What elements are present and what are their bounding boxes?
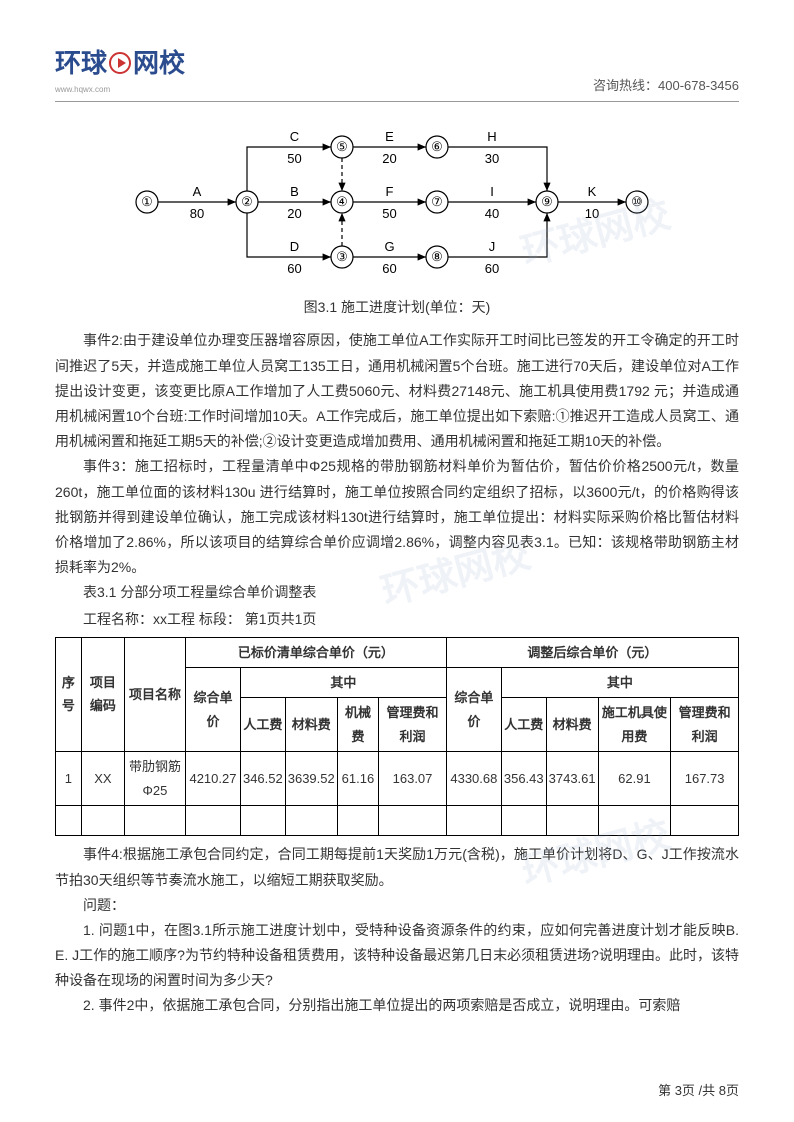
th-b-rg: 人工费 bbox=[501, 698, 546, 752]
question-1: 1. 问题1中，在图3.1所示施工进度计划中，受特种设备资源条件的约束，应如何完… bbox=[55, 918, 739, 994]
th-name: 项目名称 bbox=[124, 637, 185, 752]
table-cell: 3639.52 bbox=[285, 752, 337, 806]
table-cell: 4330.68 bbox=[446, 752, 501, 806]
hotline: 咨询热线：400-678-3456 bbox=[593, 74, 739, 97]
play-icon bbox=[109, 52, 131, 74]
diagram-caption: 图3.1 施工进度计划(单位：天) bbox=[55, 295, 739, 320]
th-code: 项目编码 bbox=[81, 637, 124, 752]
question-label: 问题： bbox=[55, 893, 739, 918]
th-b-gl: 管理费和利润 bbox=[671, 698, 739, 752]
table-cell: 带肋钢筋Φ25 bbox=[124, 752, 185, 806]
th-b-sub: 其中 bbox=[501, 668, 738, 698]
svg-text:E: E bbox=[385, 129, 394, 144]
svg-text:④: ④ bbox=[336, 194, 348, 209]
th-a-gl: 管理费和利润 bbox=[379, 698, 447, 752]
event4-text: 事件4:根据施工承包合同约定，合同工期每提前1天奖励1万元(含税)，施工单价计划… bbox=[55, 842, 739, 892]
event2-text: 事件2:由于建设单位办理变压器增容原因，使施工单位A工作实际开工时间比已签发的开… bbox=[55, 328, 739, 454]
table-cell: 4210.27 bbox=[185, 752, 240, 806]
svg-text:③: ③ bbox=[336, 249, 348, 264]
svg-text:⑨: ⑨ bbox=[541, 194, 553, 209]
question-2: 2. 事件2中，依据施工承包合同，分别指出施工单位提出的两项索赔是否成立，说明理… bbox=[55, 993, 739, 1018]
table-meta: 工程名称：xx工程 标段： 第1页共1页 bbox=[55, 607, 739, 632]
svg-text:60: 60 bbox=[382, 261, 396, 276]
svg-text:C: C bbox=[290, 129, 299, 144]
svg-text:I: I bbox=[490, 184, 494, 199]
svg-text:D: D bbox=[290, 239, 299, 254]
svg-text:⑥: ⑥ bbox=[431, 139, 443, 154]
svg-text:50: 50 bbox=[382, 206, 396, 221]
logo-text-pre: 环球 bbox=[55, 40, 107, 87]
svg-text:②: ② bbox=[241, 194, 253, 209]
svg-text:⑤: ⑤ bbox=[336, 139, 348, 154]
svg-text:J: J bbox=[489, 239, 496, 254]
svg-text:80: 80 bbox=[190, 206, 204, 221]
th-group-b: 调整后综合单价（元） bbox=[446, 637, 738, 667]
table-cell: 61.16 bbox=[337, 752, 378, 806]
table-cell: 1 bbox=[56, 752, 82, 806]
page-footer: 第 3页 /共 8页 bbox=[658, 1079, 739, 1102]
svg-text:60: 60 bbox=[287, 261, 301, 276]
th-a-rg: 人工费 bbox=[240, 698, 285, 752]
svg-text:40: 40 bbox=[485, 206, 499, 221]
th-seq: 序号 bbox=[56, 637, 82, 752]
event3-text: 事件3：施工招标时，工程量清单中Φ25规格的带肋钢筋材料单价为暂估价，暂估价价格… bbox=[55, 454, 739, 580]
table-row: 1XX带肋钢筋Φ254210.27346.523639.5261.16163.0… bbox=[56, 752, 739, 806]
svg-text:⑦: ⑦ bbox=[431, 194, 443, 209]
svg-text:60: 60 bbox=[485, 261, 499, 276]
th-b-jx: 施工机具使用费 bbox=[598, 698, 671, 752]
logo-text-post: 网校 bbox=[133, 40, 185, 87]
table-label: 表3.1 分部分项工程量综合单价调整表 bbox=[55, 580, 739, 605]
svg-text:①: ① bbox=[141, 194, 153, 209]
svg-text:50: 50 bbox=[287, 151, 301, 166]
table-cell: 3743.61 bbox=[546, 752, 598, 806]
svg-text:⑩: ⑩ bbox=[631, 194, 643, 209]
svg-text:30: 30 bbox=[485, 151, 499, 166]
th-a-cl: 材料费 bbox=[285, 698, 337, 752]
th-a-sub: 其中 bbox=[240, 668, 446, 698]
page-header: 环球 网校 www.hqwx.com 咨询热线：400-678-3456 bbox=[55, 40, 739, 102]
network-diagram: A 80 C 50 B 20 D 60 E 20 F 50 G 60 H 30 I 40 J 60 K 10 ① ② ③ ④ ⑤ ⑥ ⑦… bbox=[55, 117, 739, 287]
svg-text:A: A bbox=[193, 184, 202, 199]
svg-text:H: H bbox=[487, 129, 496, 144]
price-table: 序号 项目编码 项目名称 已标价清单综合单价（元） 调整后综合单价（元） 综合单… bbox=[55, 637, 739, 837]
table-cell: XX bbox=[81, 752, 124, 806]
table-cell: 167.73 bbox=[671, 752, 739, 806]
svg-text:F: F bbox=[386, 184, 394, 199]
svg-text:⑧: ⑧ bbox=[431, 249, 443, 264]
table-row bbox=[56, 805, 739, 835]
svg-text:G: G bbox=[384, 239, 394, 254]
svg-text:B: B bbox=[290, 184, 299, 199]
svg-text:20: 20 bbox=[382, 151, 396, 166]
svg-text:10: 10 bbox=[585, 206, 599, 221]
table-cell: 356.43 bbox=[501, 752, 546, 806]
svg-text:K: K bbox=[588, 184, 597, 199]
th-b-cl: 材料费 bbox=[546, 698, 598, 752]
svg-text:20: 20 bbox=[287, 206, 301, 221]
table-cell: 163.07 bbox=[379, 752, 447, 806]
th-a-jx: 机械费 bbox=[337, 698, 378, 752]
table-cell: 346.52 bbox=[240, 752, 285, 806]
logo: 环球 网校 www.hqwx.com bbox=[55, 40, 185, 97]
th-group-a: 已标价清单综合单价（元） bbox=[185, 637, 446, 667]
table-cell: 62.91 bbox=[598, 752, 671, 806]
th-a-zh: 综合单价 bbox=[185, 668, 240, 752]
th-b-zh: 综合单价 bbox=[446, 668, 501, 752]
